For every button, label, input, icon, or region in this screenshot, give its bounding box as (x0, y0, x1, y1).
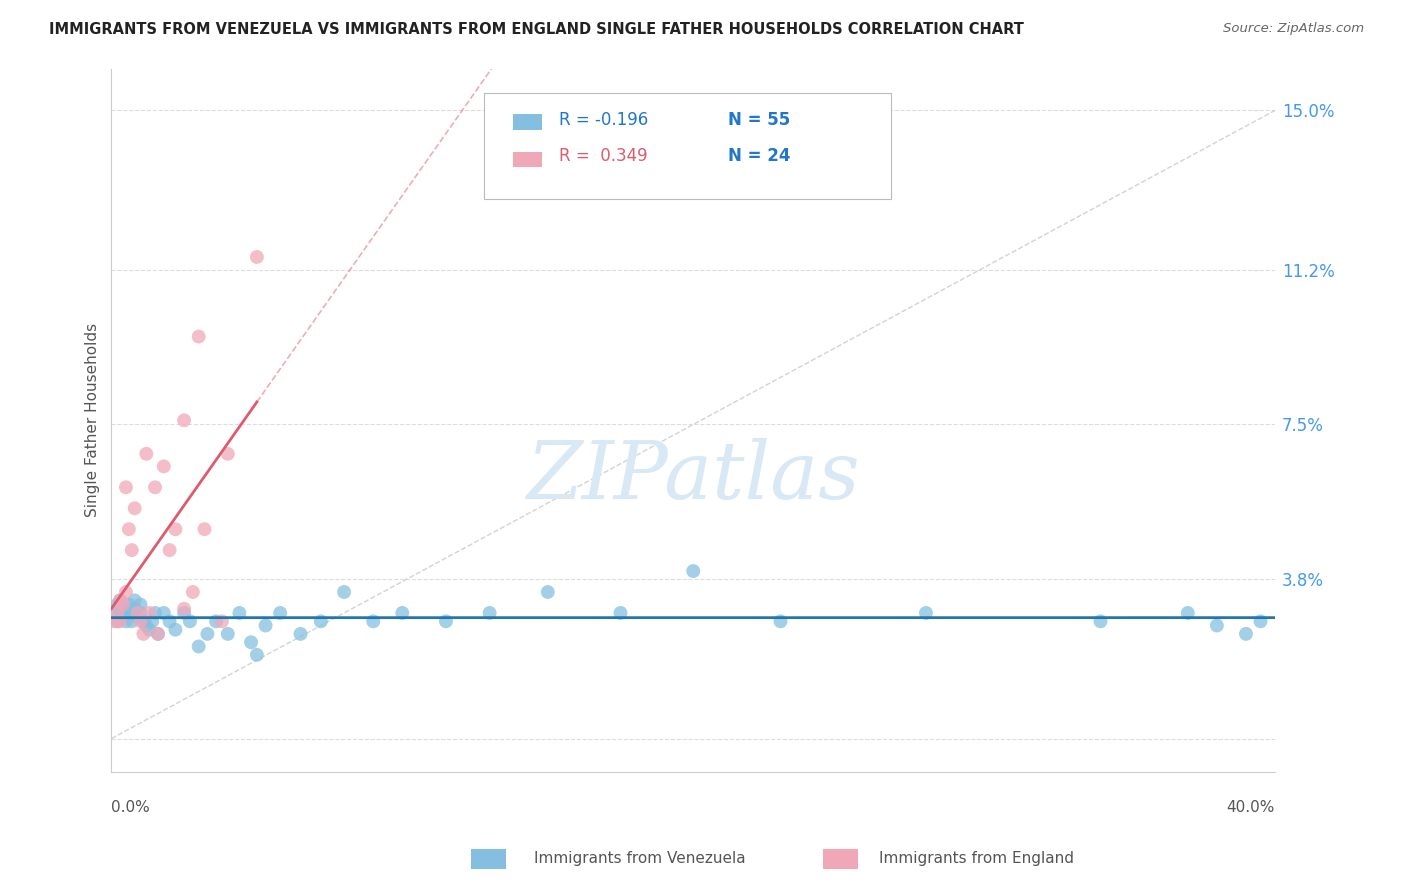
Text: 0.0%: 0.0% (111, 800, 150, 815)
Point (165, 522, 187, 536)
Point (217, 447, 239, 461)
Point (152, 606, 174, 620)
Point (127, 610, 149, 624)
Point (193, 522, 215, 536)
Point (609, 606, 631, 620)
Point (124, 601, 146, 615)
Point (112, 601, 135, 615)
Point (1234, 627, 1257, 641)
Point (434, 615, 457, 629)
Point (1090, 615, 1112, 629)
FancyBboxPatch shape (484, 93, 891, 199)
Point (246, 250, 269, 264)
Text: N = 55: N = 55 (728, 111, 790, 128)
Point (121, 606, 143, 620)
Point (769, 615, 792, 629)
Point (333, 585, 356, 599)
Point (121, 543, 143, 558)
Point (173, 601, 195, 615)
Point (187, 640, 209, 654)
Point (290, 627, 312, 641)
Point (1205, 618, 1227, 632)
Bar (513, 114, 541, 129)
Point (127, 606, 149, 620)
Point (132, 627, 155, 641)
Point (197, 627, 219, 641)
Point (108, 606, 131, 620)
Point (173, 606, 195, 620)
Point (1250, 615, 1272, 629)
Point (115, 601, 138, 615)
Point (179, 615, 201, 629)
Point (115, 585, 138, 599)
Point (173, 413, 195, 427)
Point (159, 615, 181, 629)
Point (228, 606, 250, 620)
Point (159, 543, 181, 558)
Point (309, 615, 332, 629)
Point (108, 615, 131, 629)
Point (118, 522, 141, 536)
Point (141, 615, 163, 629)
Text: Immigrants from Venezuela: Immigrants from Venezuela (534, 851, 747, 865)
Text: R = -0.196: R = -0.196 (560, 111, 648, 128)
Point (115, 480, 138, 494)
Y-axis label: Single Father Households: Single Father Households (86, 323, 100, 517)
Point (537, 585, 560, 599)
Point (112, 610, 135, 624)
Point (254, 618, 277, 632)
Point (118, 598, 141, 612)
Point (108, 593, 131, 607)
Text: N = 24: N = 24 (728, 147, 790, 165)
Text: IMMIGRANTS FROM VENEZUELA VS IMMIGRANTS FROM ENGLAND SINGLE FATHER HOUSEHOLDS CO: IMMIGRANTS FROM VENEZUELA VS IMMIGRANTS … (49, 22, 1024, 37)
Point (124, 501, 146, 516)
Point (217, 627, 239, 641)
Point (129, 615, 152, 629)
Point (391, 606, 413, 620)
Point (105, 598, 128, 612)
Point (1177, 606, 1199, 620)
Point (269, 606, 291, 620)
Point (361, 615, 384, 629)
Text: R =  0.349: R = 0.349 (560, 147, 648, 165)
Text: Source: ZipAtlas.com: Source: ZipAtlas.com (1223, 22, 1364, 36)
Point (143, 606, 166, 620)
Point (143, 480, 166, 494)
Point (118, 606, 141, 620)
Point (915, 606, 938, 620)
Point (478, 606, 501, 620)
Point (181, 585, 204, 599)
Point (682, 564, 704, 578)
Point (103, 615, 125, 629)
Point (205, 615, 228, 629)
Point (108, 593, 131, 607)
Point (135, 618, 157, 632)
Point (187, 329, 209, 343)
Point (138, 606, 160, 620)
Point (211, 615, 233, 629)
Point (103, 606, 125, 620)
Point (132, 615, 155, 629)
Point (146, 627, 169, 641)
Point (105, 615, 128, 629)
Point (138, 623, 160, 637)
Point (121, 615, 143, 629)
Point (246, 648, 269, 662)
Point (105, 606, 128, 620)
Point (152, 459, 174, 474)
Point (115, 615, 138, 629)
Point (129, 598, 152, 612)
Point (146, 627, 169, 641)
Text: 40.0%: 40.0% (1226, 800, 1275, 815)
Bar (513, 152, 541, 167)
Point (124, 593, 146, 607)
Point (129, 606, 152, 620)
Text: ZIPatlas: ZIPatlas (526, 438, 860, 516)
Point (165, 623, 187, 637)
Point (240, 635, 263, 649)
Text: Immigrants from England: Immigrants from England (879, 851, 1074, 865)
Point (135, 447, 157, 461)
Point (112, 598, 135, 612)
